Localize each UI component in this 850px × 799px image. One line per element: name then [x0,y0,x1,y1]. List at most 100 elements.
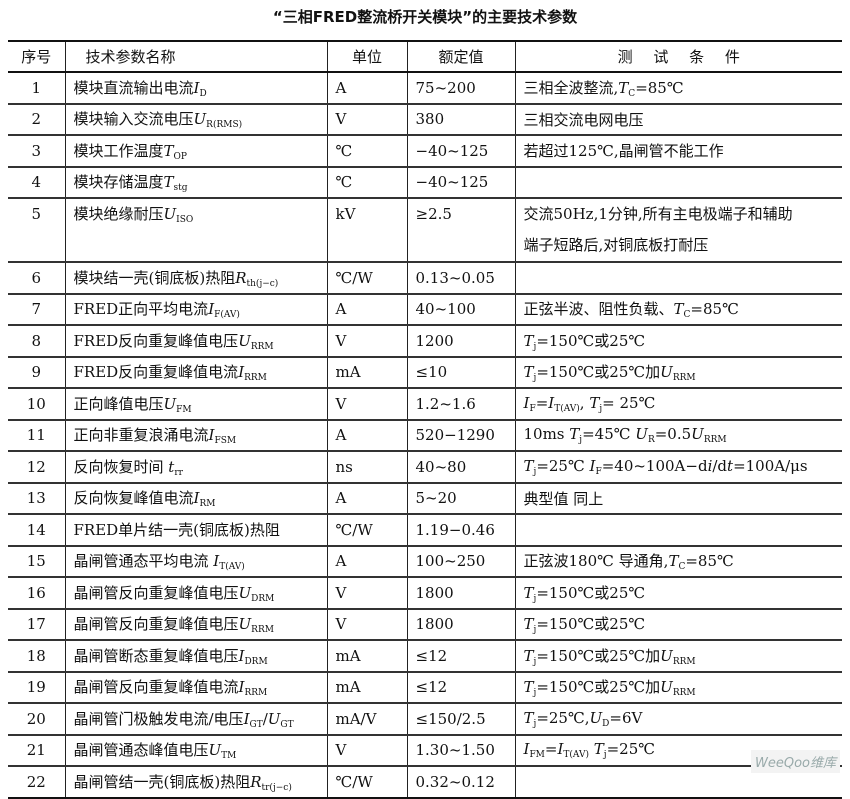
table-header-row: 序号 技术参数名称 单位 额定值 测 试 条 件 [8,40,842,73]
subscript: F [595,466,602,477]
subscript: RRM [250,341,274,352]
parameter-name: 晶闸管断态重复峰值电压IDRM [64,640,328,673]
test-condition: 正弦半波、阻性负载、TC=85℃ [514,293,842,326]
text-segment: 10ms [523,425,570,444]
subscript: DRM [244,656,268,667]
text-segment: 晶闸管反向重复峰值电流 [73,678,239,697]
rated-value: 100~250 [406,545,516,578]
italic-symbol: T [163,141,174,160]
test-condition: Tj=25℃ IF=40~100A−di/dt=100A/μs [514,451,842,484]
italic-symbol: I [548,393,555,412]
italic-symbol: T [668,552,679,571]
text-segment: =100A/μs [733,456,808,475]
subscript: RRM [251,625,274,636]
table-row: 2 模块输入交流电压UR(RMS) V 380 三相交流电网电压 [8,103,842,136]
row-number: 6 [8,262,66,295]
italic-symbol: I [557,740,564,759]
unit-cell: V [326,103,408,136]
text-segment: / [262,709,268,728]
unit-cell: V [326,325,408,358]
text-segment: 正弦波180℃ 导通角, [523,552,669,571]
text-segment: =85℃ [685,552,734,571]
rated-value: 1800 [406,577,516,610]
unit-cell: ns [326,451,408,484]
italic-symbol: T [569,425,580,444]
rated-value: 1800 [406,608,516,641]
parameters-table: 序号 技术参数名称 单位 额定值 测 试 条 件 1 模块直流输出电流ID A 75~… [8,40,842,799]
italic-symbol: T [673,300,684,319]
text-segment: = [544,740,558,759]
parameter-name: 正向非重复浪涌电流IFSM [64,419,328,452]
text-segment: 正向非重复浪涌电流 [73,426,209,445]
table-row: 7 FRED正向平均电流IF(AV) A 40~100 正弦半波、阻性负载、TC=85℃ [8,293,842,326]
table-row: 3 模块工作温度TOP ℃ −40~125 若超过125℃,晶闸管不能工作 [8,135,842,168]
text-segment: =150℃或25℃加 [536,678,661,697]
subscript: RRM [672,688,696,699]
table-row: 22 晶闸管结一壳(铜底板)热阻Rtr(j−c) ℃/W 0.32~0.12 [8,766,842,799]
rated-value: 1200 [406,325,516,358]
table-row: 16 晶闸管反向重复峰值电压UDRM V 1800 Tj=150℃或25℃ [8,577,842,610]
italic-symbol: T [523,363,534,382]
rated-value: ≤12 [406,671,516,704]
table-row: 10 正向峰值电压UFM V 1.2~1.6 IF=IT(AV), Tj= 25℃ [8,388,842,421]
unit-cell: ℃/W [326,262,408,295]
parameter-name: FRED反向重复峰值电压URRM [64,325,328,358]
test-condition: Tj=150℃或25℃ [514,608,842,641]
text-segment: FRED反向重复峰值电流 [73,363,239,382]
text-segment: 端子短路后,对铜底板打耐压 [523,236,709,254]
table-row: 1 模块直流输出电流ID A 75~200 三相全波整流,TC=85℃ [8,72,842,105]
italic-symbol: U [163,394,177,413]
italic-symbol: T [163,173,174,192]
italic-symbol: T [523,615,534,634]
subscript: T(AV) [554,403,580,414]
test-condition: Tj=25℃,UD=6V [514,703,842,736]
row-number: 1 [8,72,66,105]
italic-symbol: U [660,678,673,697]
rated-value: 5~20 [406,482,516,515]
header-name: 技术参数名称 [64,40,328,73]
unit-cell: mA [326,356,408,389]
row-number: 13 [8,482,66,515]
text-segment: =25℃, [536,708,590,727]
text-segment: 晶闸管通态平均电流 [73,552,214,571]
row-number: 11 [8,419,66,452]
parameter-name: 晶闸管反向重复峰值电压URRM [64,608,328,641]
test-condition: 正弦波180℃ 导通角,TC=85℃ [514,545,842,578]
text-segment: FRED单片结一壳(铜底板)热阻 [73,521,280,540]
italic-symbol: T [523,331,534,350]
italic-symbol: T [523,583,534,602]
text-segment: =25℃ [536,456,590,475]
subscript: th(j−c) [246,278,279,289]
text-segment: 模块输入交流电压 [73,110,194,129]
text-segment: 正弦半波、阻性负载、 [523,300,674,319]
row-number: 7 [8,293,66,326]
test-condition: 若超过125℃,晶闸管不能工作 [514,135,842,168]
table-row: 12 反向恢复时间 trr ns 40~80 Tj=25℃ IF=40~100A−di/… [8,451,842,484]
row-number: 14 [8,514,66,547]
parameter-name: 模块输入交流电压UR(RMS) [64,103,328,136]
watermark-logo: WeeQoo维库 [751,750,840,773]
italic-symbol: U [238,331,251,350]
text-segment: 若超过125℃,晶闸管不能工作 [523,142,724,161]
row-number: 3 [8,135,66,168]
text-segment: =0.5 [654,425,692,444]
text-segment: 交流50Hz,1分钟,所有主电极端子和辅助 [523,205,793,223]
subscript: FM [529,750,545,761]
text-segment: 典型值 同上 [523,489,604,508]
row-number: 16 [8,577,66,610]
subscript: j [579,435,583,446]
text-segment: , [579,393,590,412]
subscript: T(AV) [563,750,589,761]
row-number: 10 [8,388,66,421]
parameter-name: 正向峰值电压UFM [64,388,328,421]
italic-symbol: U [589,708,603,727]
table-row: 18 晶闸管断态重复峰值电压IDRM mA ≤12 Tj=150℃或25℃加URRM [8,640,842,673]
row-number: 4 [8,166,66,199]
text-segment: =150℃或25℃加 [536,646,661,665]
rated-value: 1.19−0.46 [406,514,516,547]
parameter-name: 模块工作温度TOP [64,135,328,168]
italic-symbol: I [523,393,530,412]
unit-cell: A [326,72,408,105]
italic-symbol: U [193,110,207,129]
subscript: GT [249,719,263,730]
